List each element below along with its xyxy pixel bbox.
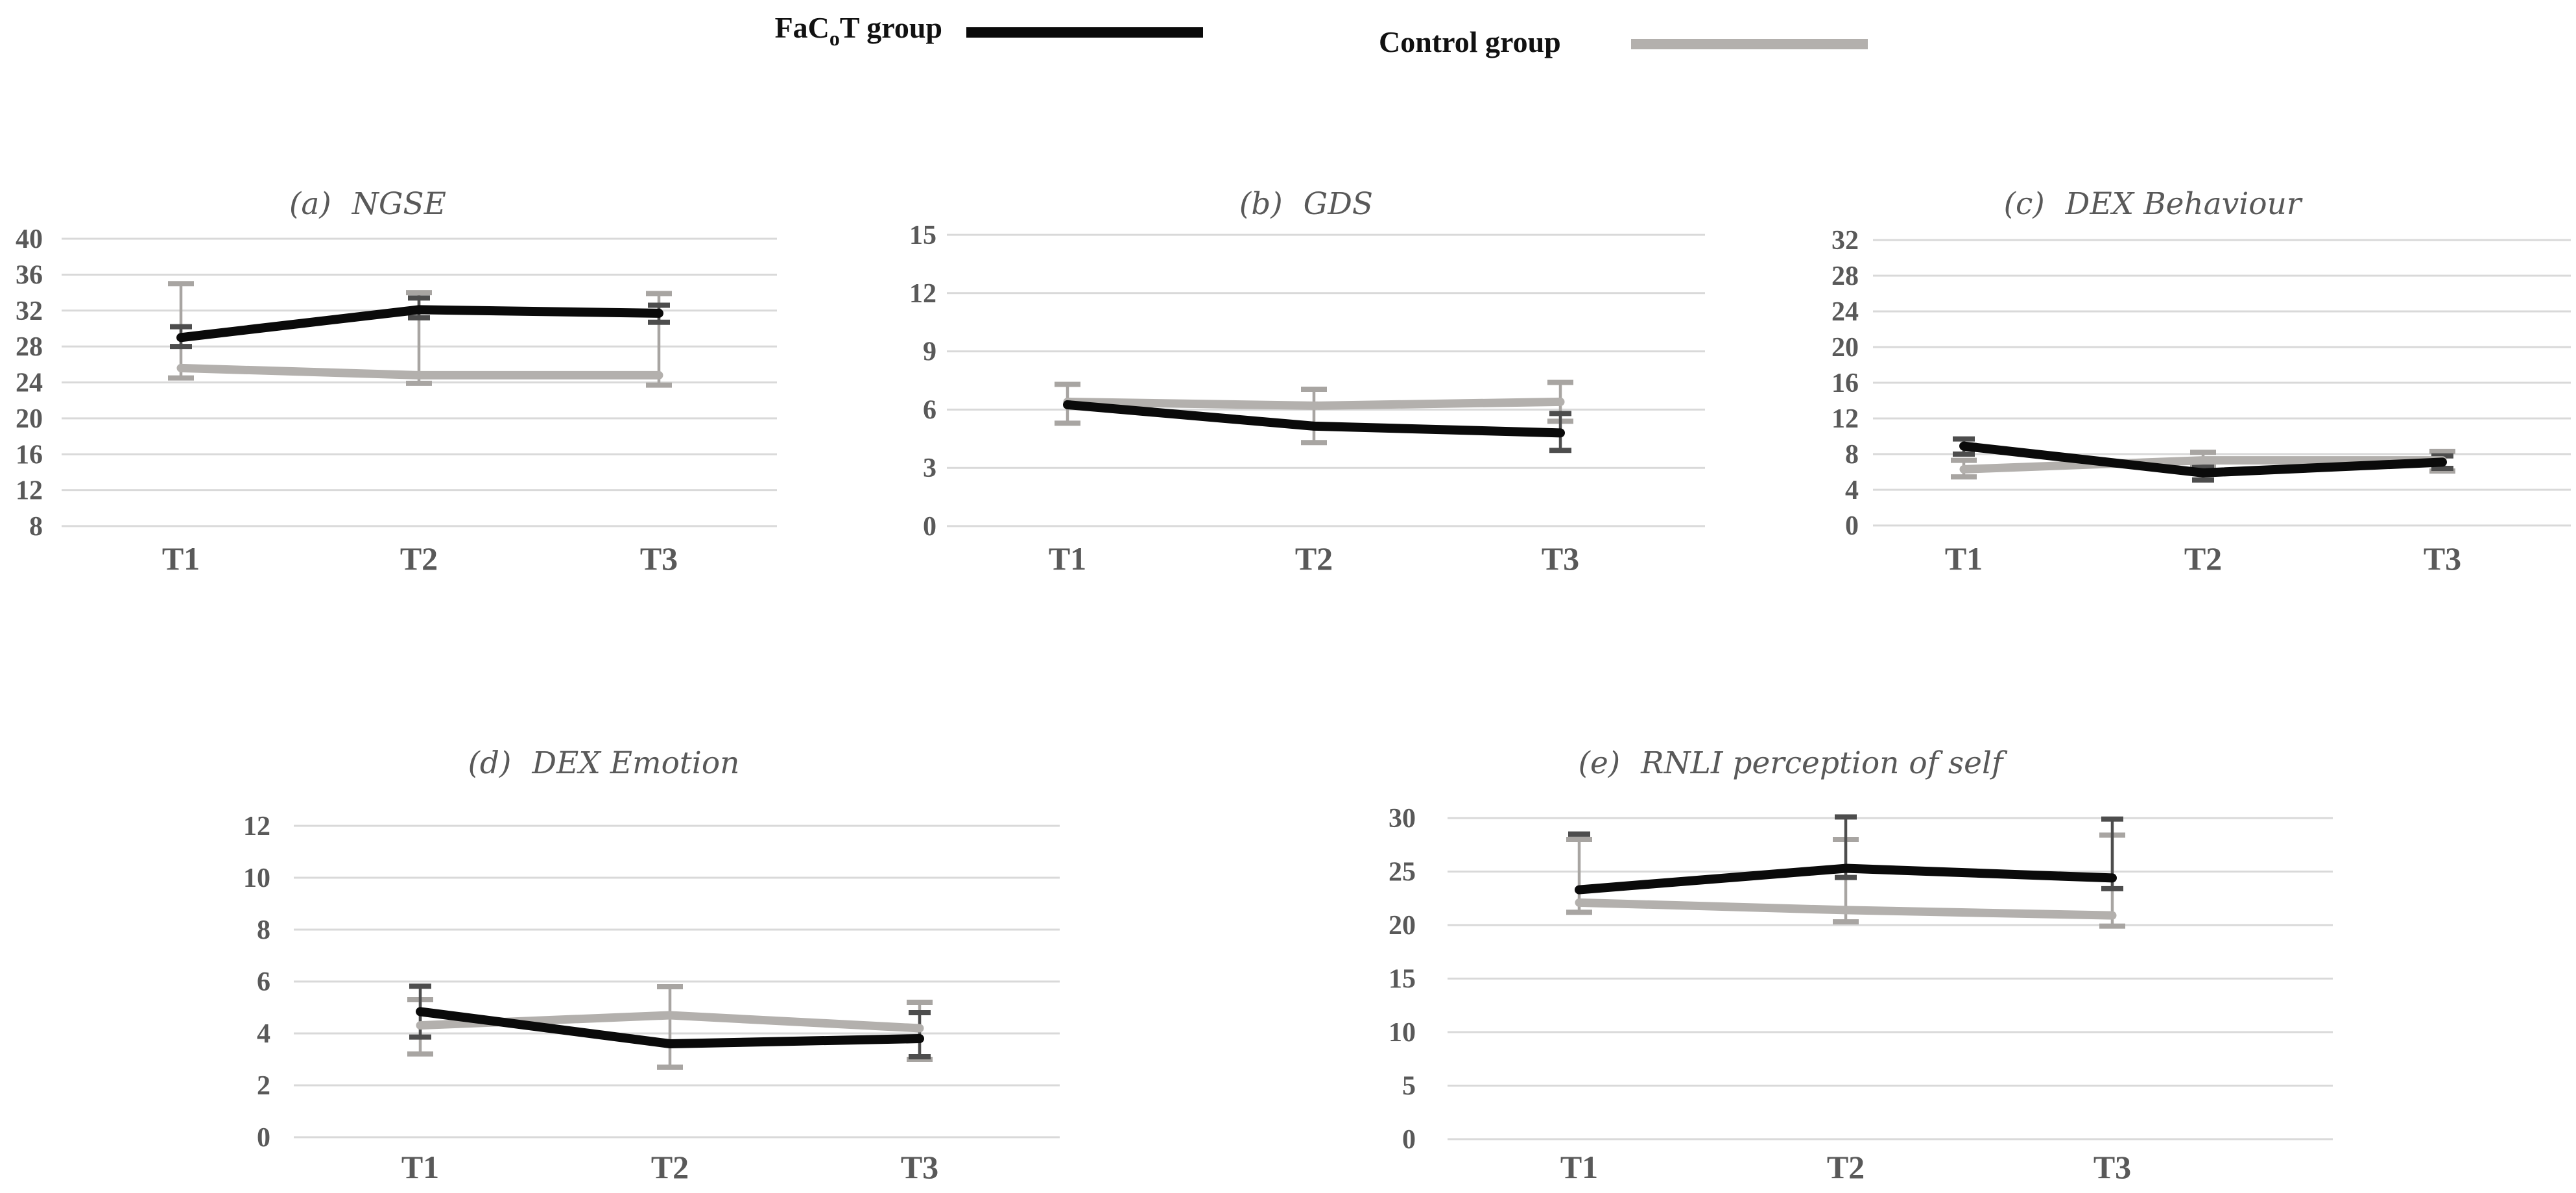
- y-tick-label: 32: [1831, 226, 1859, 256]
- x-tick-label: T1: [1560, 1149, 1598, 1185]
- y-tick-label: 9: [923, 337, 936, 367]
- panel-letter: (e): [1579, 745, 1621, 781]
- panel-e-title: (e) RNLI perception of self: [1579, 745, 2008, 781]
- panel-b-grid: 15 12 9 6 3 0: [909, 221, 1705, 542]
- panel-title-text: DEX Behaviour: [2065, 186, 2303, 222]
- x-tick-label: T3: [2424, 540, 2461, 577]
- x-tick-label: T1: [1945, 540, 1983, 577]
- x-tick-label: T3: [2093, 1149, 2131, 1185]
- series-line-control: [1959, 456, 2447, 474]
- y-tick-label: 4: [257, 1019, 270, 1049]
- panel-title-text: RNLI perception of self: [1640, 745, 2008, 781]
- panel-b-title: (b) GDS: [1239, 186, 1373, 222]
- series-line-facot: [416, 1007, 924, 1048]
- legend-label-control: Control group: [1379, 25, 1561, 58]
- y-tick-label: 2: [257, 1071, 270, 1101]
- y-tick-label: 28: [16, 332, 43, 362]
- panel-title-text: NGSE: [352, 186, 446, 222]
- panel-letter: (b): [1239, 186, 1283, 222]
- series-line-facot: [1063, 400, 1565, 438]
- y-tick-label: 15: [909, 221, 936, 250]
- x-tick-label: T2: [651, 1149, 689, 1185]
- series-line-control: [176, 363, 663, 380]
- panel-b: 15 12 9 6 3 0 (b) GDS T1 T2 T3: [909, 186, 1705, 577]
- panel-a: 40 36 32 28 24 20 16 12 8 (a) NGSE T1 T2 T3: [16, 186, 777, 577]
- x-tick-label: T1: [162, 540, 200, 577]
- y-tick-label: 0: [1845, 511, 1859, 541]
- y-tick-label: 16: [16, 440, 43, 470]
- panel-letter: (d): [468, 745, 512, 781]
- y-tick-label: 10: [1389, 1018, 1416, 1048]
- panel-d-grid: 12 10 8 6 4 2 0: [243, 812, 1060, 1153]
- panel-e-grid: 30 25 20 15 10 5 0: [1389, 804, 2333, 1155]
- panel-title-text: DEX Emotion: [531, 745, 739, 781]
- series-line-facot: [176, 305, 663, 343]
- y-tick-label: 6: [923, 395, 936, 425]
- series-line-facot: [1959, 441, 2447, 477]
- y-tick-label: 8: [29, 512, 43, 542]
- y-tick-label: 12: [909, 279, 936, 309]
- y-tick-label: 6: [257, 967, 270, 997]
- panel-letter: (a): [289, 186, 331, 222]
- y-tick-label: 3: [923, 453, 936, 483]
- y-tick-label: 8: [257, 915, 270, 945]
- x-tick-label: T1: [1049, 540, 1086, 577]
- panel-d-title: (d) DEX Emotion: [468, 745, 740, 781]
- legend-label-facot: FaCoT group: [775, 11, 942, 50]
- y-tick-label: 0: [257, 1123, 270, 1153]
- y-tick-label: 30: [1389, 804, 1416, 834]
- panel-d: 12 10 8 6 4 2 0 (d) DEX Emotion T1 T2 T3: [243, 745, 1060, 1185]
- x-tick-label: T1: [401, 1149, 439, 1185]
- y-tick-label: 5: [1402, 1072, 1416, 1102]
- panel-c-grid: 32 28 24 20 16 12 8 4 0: [1831, 226, 2571, 541]
- panel-title-text: GDS: [1304, 186, 1373, 222]
- panel-e: 30 25 20 15 10 5 0 (e) RNLI perception of self T1…: [1389, 745, 2333, 1185]
- x-tick-label: T3: [1542, 540, 1579, 577]
- series-line-control: [1575, 898, 2117, 920]
- y-tick-label: 25: [1389, 858, 1416, 887]
- x-tick-label: T3: [640, 540, 678, 577]
- y-tick-label: 8: [1845, 440, 1859, 470]
- panel-c-error-bars: [1951, 436, 2455, 483]
- panel-c-title: (c) DEX Behaviour: [2004, 186, 2303, 222]
- y-tick-label: 15: [1389, 965, 1416, 994]
- series-line-control: [1063, 397, 1565, 410]
- y-tick-label: 28: [1831, 261, 1859, 291]
- y-tick-label: 12: [16, 476, 43, 506]
- y-tick-label: 20: [1831, 333, 1859, 363]
- x-tick-label: T2: [1827, 1149, 1865, 1185]
- x-tick-label: T3: [901, 1149, 938, 1185]
- y-tick-label: 0: [1402, 1125, 1416, 1155]
- y-tick-label: 0: [923, 512, 936, 542]
- panel-c: 32 28 24 20 16 12 8 4 0 (c) DEX Behaviour T1 T2 T3: [1831, 186, 2571, 577]
- series-line-facot: [1575, 863, 2117, 895]
- panel-b-error-bars: [1055, 380, 1573, 453]
- y-tick-label: 32: [16, 296, 43, 326]
- y-tick-label: 20: [16, 404, 43, 434]
- y-tick-label: 10: [243, 863, 270, 893]
- y-tick-label: 20: [1389, 911, 1416, 941]
- y-tick-label: 12: [1831, 404, 1859, 434]
- panel-a-title: (a) NGSE: [289, 186, 446, 222]
- y-tick-label: 16: [1831, 368, 1859, 398]
- legend: FaCoT group Control group: [775, 11, 1868, 58]
- x-tick-label: T2: [400, 540, 438, 577]
- y-tick-label: 12: [243, 812, 270, 841]
- x-tick-label: T2: [1295, 540, 1333, 577]
- x-tick-label: T2: [2184, 540, 2222, 577]
- y-tick-label: 24: [1831, 297, 1859, 327]
- y-tick-label: 24: [16, 368, 43, 398]
- y-tick-label: 40: [16, 224, 43, 254]
- y-tick-label: 4: [1845, 476, 1859, 505]
- panel-a-error-bars: [168, 281, 672, 388]
- y-tick-label: 36: [16, 260, 43, 290]
- panel-letter: (c): [2004, 186, 2045, 222]
